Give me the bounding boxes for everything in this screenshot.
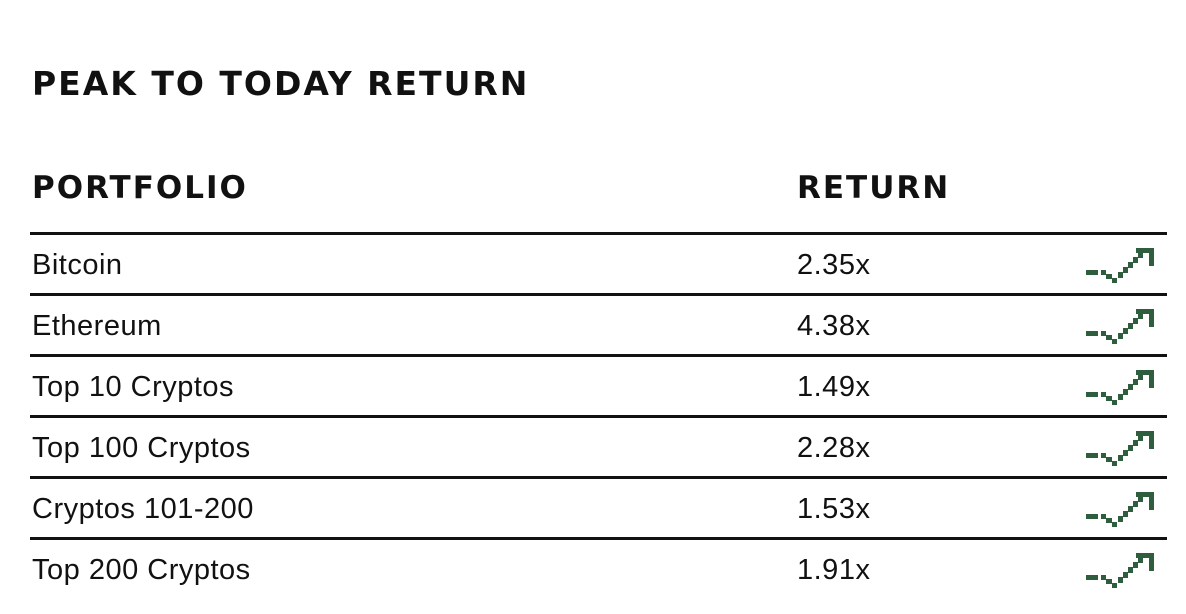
trend-up-icon [1084, 309, 1160, 345]
portfolio-name: Top 200 Cryptos [32, 554, 251, 586]
return-value: 2.28x [797, 432, 871, 464]
table-row: Top 10 Cryptos 1.49x [30, 357, 1167, 418]
table-row: Top 100 Cryptos 2.28x [30, 418, 1167, 479]
return-value: 1.91x [797, 554, 871, 586]
trend-up-icon [1084, 370, 1160, 406]
trend-up-icon [1084, 492, 1160, 528]
trend-up-icon [1084, 553, 1160, 589]
table-row: Cryptos 101-200 1.53x [30, 479, 1167, 540]
return-value: 2.35x [797, 249, 871, 281]
return-value: 1.49x [797, 371, 871, 403]
trend-up-icon [1084, 248, 1160, 284]
return-column-header: RETURN [797, 170, 951, 206]
returns-table: PORTFOLIO RETURN Bitcoin 2.35x Ethereum … [30, 166, 1167, 598]
portfolio-name: Top 100 Cryptos [32, 432, 251, 464]
return-value: 1.53x [797, 493, 871, 525]
table-row: Top 200 Cryptos 1.91x [30, 540, 1167, 598]
table-header: PORTFOLIO RETURN [30, 166, 1167, 235]
portfolio-name: Top 10 Cryptos [32, 371, 235, 403]
portfolio-name: Bitcoin [32, 249, 123, 281]
table-row: Ethereum 4.38x [30, 296, 1167, 357]
portfolio-name: Cryptos 101-200 [32, 493, 254, 525]
return-value: 4.38x [797, 310, 871, 342]
portfolio-name: Ethereum [32, 310, 162, 342]
table-row: Bitcoin 2.35x [30, 235, 1167, 296]
trend-up-icon [1084, 431, 1160, 467]
portfolio-column-header: PORTFOLIO [32, 170, 248, 206]
page-title: PEAK TO TODAY RETURN [32, 64, 530, 103]
